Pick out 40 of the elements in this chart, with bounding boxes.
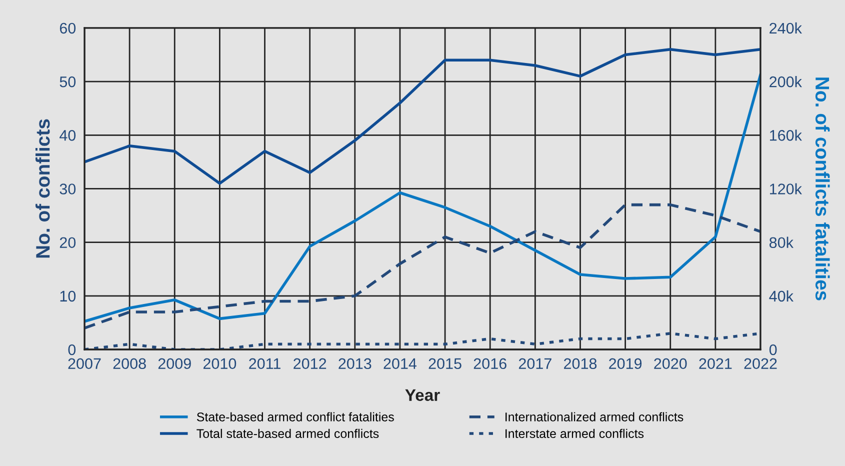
x-tick-label: 2014 [384, 358, 417, 370]
x-tick-label: 2017 [518, 358, 552, 370]
x-tick-label: 2016 [474, 358, 506, 370]
x-tick-label: 2011 [249, 358, 280, 370]
legend-label: Internationalized armed conflicts [506, 412, 684, 422]
y-tick-label: 60 [60, 22, 76, 34]
y-axis-title: No. of conflicts [35, 119, 50, 258]
y2-axis-title: No. of conflicts fatalities [815, 78, 830, 300]
x-tick-label: 2020 [654, 358, 687, 370]
y2-tick-label: 80k [769, 236, 794, 248]
y2-tick-label: 40k [769, 290, 794, 302]
y2-tick-label: 200k [770, 76, 802, 88]
x-tick-label: 2010 [203, 358, 236, 370]
x-tick-label: 2007 [68, 358, 101, 370]
line-series [84, 48, 760, 185]
x-tick-label: 2009 [158, 358, 191, 370]
x-tick-label: 2013 [338, 358, 372, 370]
x-axis-title: Year [405, 389, 440, 401]
x-tick-label: 2022 [744, 358, 777, 370]
x-tick-label: 2018 [564, 358, 597, 370]
legend-label: Interstate armed conflicts [506, 428, 644, 438]
legend-label: Total state-based armed conflicts [196, 428, 379, 438]
x-tick-label: 2019 [609, 358, 642, 370]
y-tick-label: 30 [60, 184, 76, 194]
x-tick-label: 2008 [113, 358, 146, 370]
x-tick-label: 2012 [294, 358, 326, 370]
y-tick-label: 50 [60, 76, 76, 88]
y2-tick-label: 240k [770, 22, 802, 34]
y-tick-label: 20 [60, 237, 76, 248]
y2-tick-label: 0 [769, 344, 777, 356]
x-tick-label: 2015 [428, 358, 462, 370]
y-tick-label: 10 [60, 290, 76, 302]
y-tick-label: 40 [60, 130, 76, 141]
x-tick-label: 2021 [699, 358, 732, 370]
line-series [84, 73, 760, 323]
line-series [84, 203, 760, 330]
y2-tick-label: 160k [770, 130, 802, 141]
y-tick-label: 0 [68, 344, 76, 356]
y2-tick-label: 120k [770, 183, 802, 194]
legend-label: State-based armed conflict fatalities [196, 412, 394, 422]
